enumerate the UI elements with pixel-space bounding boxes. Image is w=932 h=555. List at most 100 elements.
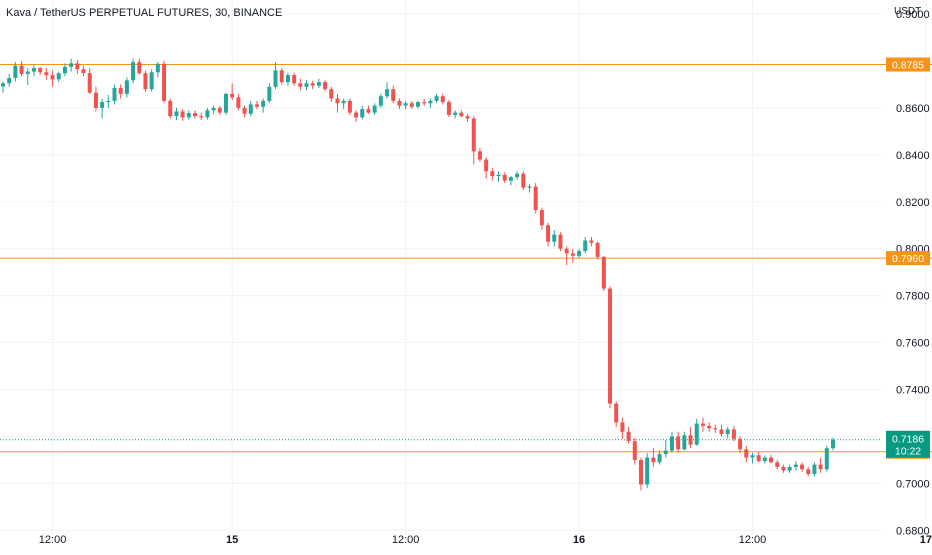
candle-body xyxy=(1,83,5,87)
candle-body xyxy=(186,113,191,118)
candle-body xyxy=(769,457,774,463)
candle-body xyxy=(800,464,805,470)
candle-body xyxy=(106,100,111,103)
y-tick-label: 0.8400 xyxy=(896,150,930,162)
candle-body xyxy=(713,428,718,430)
candle-body xyxy=(87,73,92,93)
horizontal-levels xyxy=(0,64,932,453)
y-tick-label: 0.7400 xyxy=(896,385,930,397)
x-tick-label: 12:00 xyxy=(739,534,767,546)
candle-body xyxy=(292,75,297,84)
candle-body xyxy=(508,177,513,181)
candle-body xyxy=(416,102,420,107)
candle-body xyxy=(279,70,284,83)
y-tick-label: 0.7600 xyxy=(896,338,930,350)
candle-body xyxy=(124,80,129,94)
candle-body xyxy=(682,435,687,450)
grid-lines xyxy=(0,0,927,535)
current-price-tag xyxy=(886,430,930,458)
candle-body xyxy=(756,455,761,462)
candle-body xyxy=(316,82,321,86)
candle-body xyxy=(539,210,544,226)
level-tag xyxy=(886,251,930,266)
price-axis[interactable]: 0.90000.88000.86000.84000.82000.80000.78… xyxy=(894,6,930,537)
candle-body xyxy=(217,107,222,113)
candle-body xyxy=(254,104,259,107)
candle-body xyxy=(484,159,489,172)
candle-body xyxy=(298,83,303,87)
candle-body xyxy=(744,449,749,458)
candle-body xyxy=(75,63,80,70)
candle-body xyxy=(137,62,142,74)
candle-body xyxy=(131,62,136,81)
candle-body xyxy=(391,89,396,101)
candle-body xyxy=(806,469,811,474)
candle-body xyxy=(558,234,563,249)
candle-body xyxy=(688,435,693,445)
candle-body xyxy=(533,186,538,211)
x-tick-label: 12:00 xyxy=(39,534,67,546)
candle-body xyxy=(490,171,495,176)
candle-body xyxy=(403,103,408,106)
candle-body xyxy=(750,455,755,458)
candle-body xyxy=(112,87,117,101)
candle-body xyxy=(669,436,674,451)
candle-body xyxy=(81,69,86,74)
x-tick-label: 15 xyxy=(226,534,238,546)
candle-body xyxy=(632,441,637,460)
candle-body xyxy=(7,77,12,84)
candle-body xyxy=(236,97,241,108)
y-tick-label: 0.7000 xyxy=(896,478,930,490)
candle-body xyxy=(360,109,365,118)
current-price-label: 0.7186 xyxy=(892,434,924,446)
chart-title: Kava / TetherUS PERPETUAL FUTURES, 30, B… xyxy=(6,7,283,19)
candle-body xyxy=(818,464,823,470)
candle-body xyxy=(248,104,253,114)
candle-body xyxy=(285,75,290,83)
candle-body xyxy=(100,102,105,108)
candle-body xyxy=(719,429,724,435)
candle-body xyxy=(366,109,371,113)
candle-body xyxy=(162,63,167,101)
candle-body xyxy=(310,83,315,86)
candle-body xyxy=(570,253,575,256)
candle-body xyxy=(527,186,532,188)
candle-body xyxy=(304,83,309,87)
candle-body xyxy=(521,173,526,188)
candle-body xyxy=(762,457,767,462)
candle-body xyxy=(372,105,377,113)
candle-body xyxy=(199,116,204,118)
candle-body xyxy=(502,174,507,181)
candle-body xyxy=(601,256,606,289)
candle-body xyxy=(434,96,439,101)
candle-body xyxy=(781,466,786,471)
candle-body xyxy=(211,107,216,111)
countdown-label: 10:22 xyxy=(895,446,921,458)
candle-body xyxy=(620,422,625,432)
candle-body xyxy=(38,68,43,73)
candle-body xyxy=(242,107,247,114)
candles xyxy=(1,58,835,491)
candle-body xyxy=(465,116,470,119)
candle-body xyxy=(347,100,352,113)
candle-body xyxy=(725,429,730,435)
candle-body xyxy=(694,423,699,445)
candle-body xyxy=(168,100,173,117)
candle-body xyxy=(323,82,328,90)
candle-body xyxy=(155,63,160,73)
level-tag-label: 0.7960 xyxy=(892,253,924,265)
candle-body xyxy=(812,464,817,474)
candle-body xyxy=(787,466,792,471)
candle-body xyxy=(657,454,662,463)
candle-body xyxy=(453,112,458,115)
candle-body xyxy=(546,225,551,242)
candle-body xyxy=(261,100,266,107)
candle-body xyxy=(223,93,228,113)
level-tag xyxy=(886,57,930,72)
candle-body xyxy=(552,234,557,242)
candle-body xyxy=(422,102,427,104)
